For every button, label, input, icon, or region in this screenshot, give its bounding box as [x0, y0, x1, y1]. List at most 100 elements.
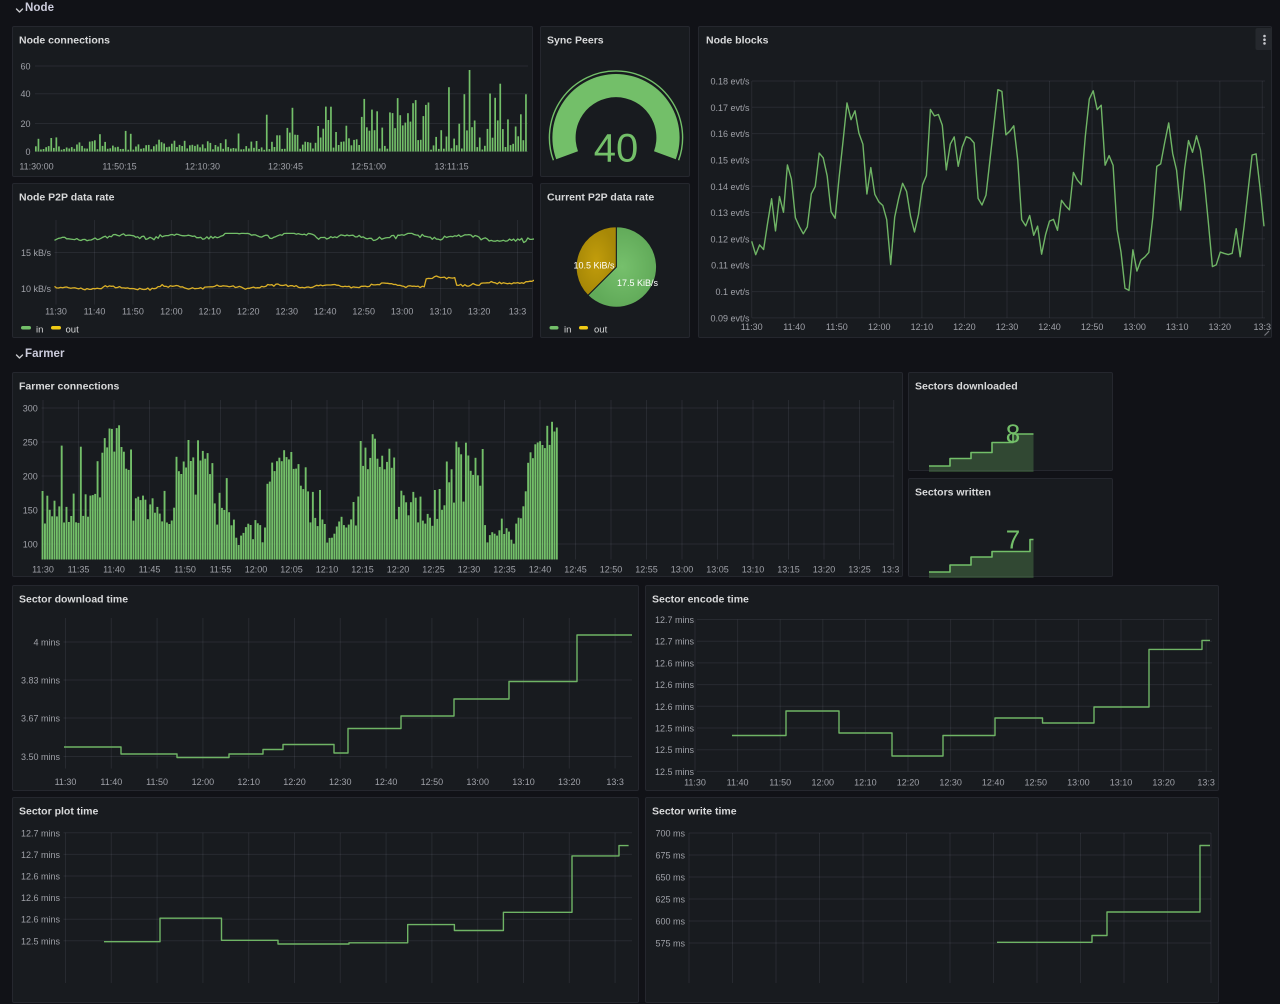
svg-text:13:20: 13:20 — [558, 777, 581, 787]
svg-text:11:30:00: 11:30:00 — [19, 162, 53, 172]
svg-text:12:20: 12:20 — [237, 307, 260, 317]
svg-text:12:25: 12:25 — [422, 565, 445, 575]
svg-text:13:25: 13:25 — [848, 565, 871, 575]
svg-text:11:45: 11:45 — [139, 565, 161, 575]
svg-text:Sync Peers: Sync Peers — [547, 35, 604, 47]
svg-text:Node connections: Node connections — [19, 35, 110, 47]
svg-text:10.5 KiB/s: 10.5 KiB/s — [573, 261, 615, 271]
svg-text:12:30:45: 12:30:45 — [268, 162, 303, 172]
svg-text:0.16 evt/s: 0.16 evt/s — [710, 129, 750, 139]
svg-text:3.50 mins: 3.50 mins — [21, 752, 61, 762]
svg-text:11:30: 11:30 — [684, 778, 706, 788]
svg-text:250: 250 — [23, 438, 38, 448]
svg-text:12:20: 12:20 — [897, 778, 920, 788]
svg-text:12:10: 12:10 — [316, 565, 339, 575]
svg-text:13:10: 13:10 — [1166, 322, 1189, 332]
svg-text:12:50: 12:50 — [600, 565, 623, 575]
svg-text:15 kB/s: 15 kB/s — [21, 248, 52, 258]
svg-text:11:50: 11:50 — [174, 565, 196, 575]
svg-text:11:40: 11:40 — [783, 322, 805, 332]
svg-text:0.12 evt/s: 0.12 evt/s — [710, 234, 750, 244]
svg-text:12:55: 12:55 — [635, 565, 658, 575]
svg-text:12.6 mins: 12.6 mins — [21, 893, 61, 903]
svg-text:0.18 evt/s: 0.18 evt/s — [710, 77, 750, 87]
svg-text:0: 0 — [25, 147, 30, 157]
svg-text:650 ms: 650 ms — [655, 873, 685, 883]
svg-text:700 ms: 700 ms — [655, 829, 685, 839]
svg-text:12:30: 12:30 — [996, 322, 1019, 332]
svg-text:0.17 evt/s: 0.17 evt/s — [710, 103, 750, 113]
svg-text:13:3: 13:3 — [882, 565, 900, 575]
svg-text:13:10: 13:10 — [512, 777, 535, 787]
svg-text:12:35: 12:35 — [493, 565, 516, 575]
svg-text:12:20: 12:20 — [387, 565, 410, 575]
svg-text:40: 40 — [20, 89, 30, 99]
svg-text:0.09 evt/s: 0.09 evt/s — [710, 313, 750, 323]
svg-text:13:00: 13:00 — [671, 565, 694, 575]
svg-text:7: 7 — [1006, 525, 1020, 555]
svg-text:Sector write time: Sector write time — [652, 806, 737, 818]
svg-text:12:40: 12:40 — [982, 778, 1005, 788]
svg-text:Sector encode time: Sector encode time — [652, 594, 749, 606]
svg-text:11:35: 11:35 — [68, 565, 90, 575]
svg-text:12:10: 12:10 — [237, 777, 260, 787]
svg-text:12.5 mins: 12.5 mins — [655, 745, 695, 755]
svg-text:11:50: 11:50 — [826, 322, 848, 332]
svg-text:12:30: 12:30 — [458, 565, 481, 575]
svg-text:12.5 mins: 12.5 mins — [21, 936, 61, 946]
svg-text:100: 100 — [23, 540, 38, 550]
svg-text:675 ms: 675 ms — [655, 851, 685, 861]
svg-text:3.67 mins: 3.67 mins — [21, 714, 61, 724]
svg-text:12.6 mins: 12.6 mins — [655, 658, 695, 668]
svg-text:13:10: 13:10 — [742, 565, 765, 575]
svg-text:40: 40 — [594, 127, 639, 171]
svg-text:Node P2P data rate: Node P2P data rate — [19, 192, 115, 204]
svg-text:12:40: 12:40 — [375, 777, 398, 787]
svg-text:in: in — [564, 325, 571, 336]
svg-text:13:20: 13:20 — [1152, 778, 1175, 788]
svg-text:200: 200 — [23, 472, 38, 482]
svg-text:Current P2P data rate: Current P2P data rate — [547, 192, 654, 204]
svg-text:13:3: 13:3 — [509, 307, 527, 317]
svg-text:10 kB/s: 10 kB/s — [21, 284, 52, 294]
svg-text:4 mins: 4 mins — [33, 638, 60, 648]
svg-text:12:40: 12:40 — [529, 565, 552, 575]
svg-text:12:50: 12:50 — [1081, 322, 1104, 332]
svg-text:12:10:30: 12:10:30 — [185, 162, 220, 172]
svg-text:12:40: 12:40 — [314, 307, 337, 317]
svg-text:0.13 evt/s: 0.13 evt/s — [710, 208, 750, 218]
svg-text:11:55: 11:55 — [210, 565, 232, 575]
svg-text:11:40: 11:40 — [103, 565, 125, 575]
svg-text:0.1 evt/s: 0.1 evt/s — [715, 287, 750, 297]
svg-text:11:40: 11:40 — [84, 307, 106, 317]
svg-text:12.6 mins: 12.6 mins — [21, 915, 61, 925]
svg-text:11:30: 11:30 — [55, 777, 77, 787]
svg-text:Sectors written: Sectors written — [915, 487, 991, 499]
svg-text:13:20: 13:20 — [1209, 322, 1232, 332]
svg-text:13:00: 13:00 — [1067, 778, 1090, 788]
svg-text:13:20: 13:20 — [813, 565, 836, 575]
svg-text:13:05: 13:05 — [706, 565, 729, 575]
svg-text:13:15: 13:15 — [777, 565, 800, 575]
svg-text:12.6 mins: 12.6 mins — [655, 680, 695, 690]
svg-text:12.7 mins: 12.7 mins — [21, 828, 61, 838]
svg-text:out: out — [594, 325, 608, 336]
svg-text:12:10: 12:10 — [854, 778, 877, 788]
svg-text:0.11 evt/s: 0.11 evt/s — [711, 261, 750, 271]
svg-text:12.7 mins: 12.7 mins — [655, 637, 695, 647]
svg-text:12:00: 12:00 — [192, 777, 215, 787]
svg-text:575 ms: 575 ms — [655, 939, 685, 949]
svg-text:12.7 mins: 12.7 mins — [655, 615, 695, 625]
svg-text:11:40: 11:40 — [100, 777, 122, 787]
svg-text:0.15 evt/s: 0.15 evt/s — [710, 156, 750, 166]
svg-text:8: 8 — [1006, 419, 1020, 449]
svg-text:11:30: 11:30 — [32, 565, 54, 575]
svg-text:12:00: 12:00 — [812, 778, 835, 788]
svg-text:Sectors downloaded: Sectors downloaded — [915, 381, 1018, 393]
svg-text:60: 60 — [20, 62, 30, 72]
svg-text:600 ms: 600 ms — [655, 917, 685, 927]
svg-text:in: in — [36, 325, 43, 336]
svg-text:13:3: 13:3 — [606, 777, 624, 787]
svg-text:12:50: 12:50 — [1025, 778, 1048, 788]
svg-text:12:15: 12:15 — [351, 565, 374, 575]
